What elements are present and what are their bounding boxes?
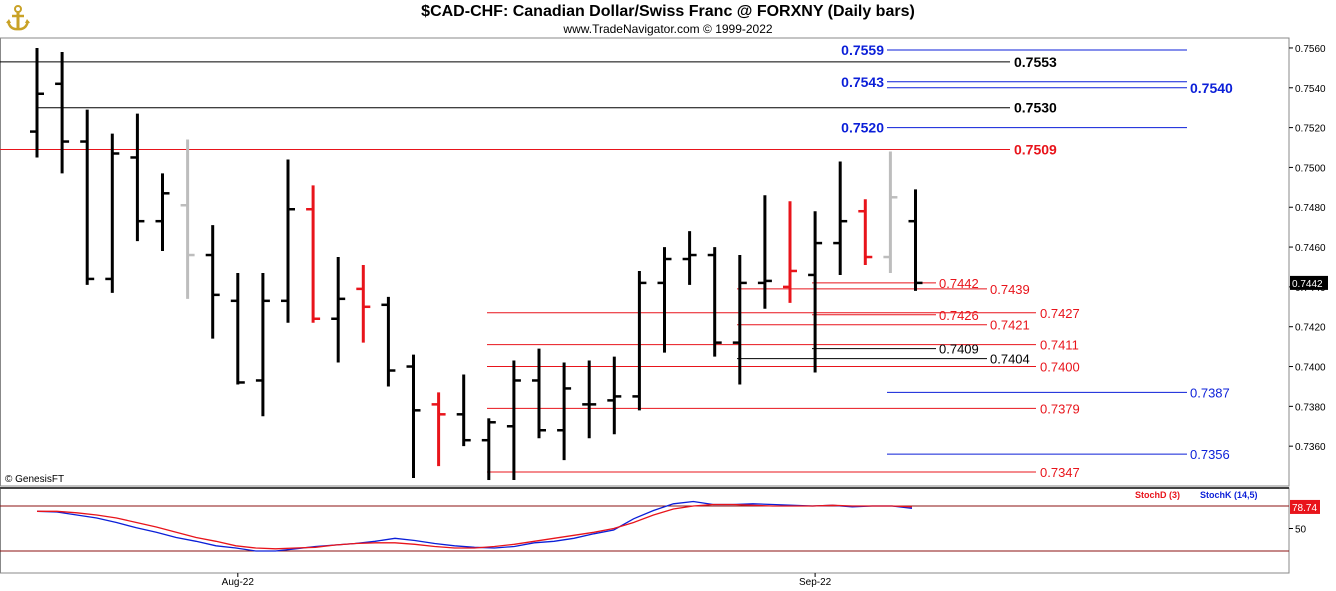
level-label: 0.7404: [990, 352, 1030, 367]
level-label: 0.7409: [939, 342, 979, 357]
level-label: 0.7509: [1014, 142, 1057, 158]
ohlc-bar: [155, 173, 170, 252]
ohlc-bar: [281, 159, 295, 323]
price-axis-label: 0.7560: [1295, 44, 1326, 55]
ohlc-bar: [230, 272, 245, 385]
ohlc-bar: [180, 139, 195, 299]
ohlc-bar: [30, 47, 44, 158]
last-price-label: 0.7442: [1292, 279, 1323, 290]
ohlc-bar: [130, 113, 145, 242]
ohlc-bar: [532, 348, 546, 439]
ohlc-bar: [456, 374, 471, 447]
price-axis-label: 0.7420: [1295, 323, 1326, 334]
level-label: 0.7559: [841, 42, 884, 58]
price-panel-frame: [0, 37, 1290, 487]
ohlc-bar: [582, 360, 597, 439]
price-axis-label: 0.7360: [1295, 442, 1326, 453]
date-axis-label: Sep-22: [799, 577, 832, 588]
ohlc-bar: [883, 151, 898, 273]
ohlc-bar: [858, 199, 873, 265]
stoch-last-label: 78.74: [1292, 503, 1317, 514]
stoch-d-legend: StochD (3): [1135, 490, 1180, 500]
ohlc-bar: [833, 161, 848, 275]
ohlc-bar: [431, 392, 446, 467]
price-axis-label: 0.7460: [1295, 243, 1326, 254]
ohlc-bar: [607, 356, 622, 435]
price-axis-label: 0.7500: [1295, 163, 1326, 174]
level-label: 0.7553: [1014, 54, 1057, 70]
ohlc-bar: [356, 264, 371, 343]
price-axis-label: 0.7380: [1295, 402, 1326, 413]
level-label: 0.7426: [939, 308, 979, 323]
level-label: 0.7543: [841, 74, 884, 90]
date-axis-label: Aug-22: [222, 577, 255, 588]
ohlc-bar: [808, 211, 823, 373]
anchor-logo-icon: [3, 3, 33, 33]
ohlc-bar: [908, 189, 923, 291]
level-label: 0.7520: [841, 120, 884, 136]
level-label: 0.7540: [1190, 80, 1233, 96]
stoch-k-line: [36, 500, 913, 552]
ohlc-bar: [682, 231, 697, 285]
stoch-d-line: [37, 503, 913, 550]
stoch-k-legend: StochK (14,5): [1200, 490, 1258, 500]
ohlc-bar: [105, 133, 120, 293]
ohlc-bar: [331, 257, 346, 363]
ohlc-bar: [306, 185, 321, 323]
level-label: 0.7400: [1040, 360, 1080, 375]
stoch-last-box: [1290, 499, 1320, 514]
ohlc-bar: [381, 296, 396, 387]
ohlc-bar: [80, 109, 95, 285]
level-label: 0.7356: [1190, 447, 1230, 462]
price-axis-label: 0.7520: [1295, 124, 1326, 135]
price-axis-label: 0.7540: [1295, 84, 1326, 95]
ohlc-bar: [255, 272, 270, 417]
credit-label: © GenesisFT: [5, 474, 65, 485]
stochastic-panel-frame: [0, 487, 1290, 574]
stoch-axis-label: 50: [1295, 525, 1307, 536]
level-label: 0.7427: [1040, 306, 1080, 321]
ohlc-bar: [406, 354, 421, 479]
ohlc-bar: [657, 247, 672, 353]
level-label: 0.7530: [1014, 100, 1057, 116]
ohlc-bar: [732, 255, 747, 385]
ohlc-bar: [506, 360, 521, 481]
level-label: 0.7442: [939, 276, 979, 291]
level-label: 0.7421: [990, 318, 1030, 333]
level-label: 0.7347: [1040, 465, 1080, 480]
level-label: 0.7379: [1040, 401, 1080, 416]
ohlc-bar: [707, 247, 722, 357]
ohlc-bar: [757, 195, 772, 309]
ohlc-bar: [632, 270, 647, 411]
level-label: 0.7411: [1040, 338, 1079, 353]
price-axis-label: 0.7480: [1295, 203, 1326, 214]
ohlc-bar: [783, 201, 797, 303]
price-axis-label: 0.7400: [1295, 363, 1326, 374]
ohlc-bar: [481, 418, 496, 481]
ohlc-bar: [205, 225, 220, 339]
ohlc-bar: [557, 362, 572, 461]
chart-subtitle: www.TradeNavigator.com © 1999-2022: [563, 22, 773, 36]
chart-title: $CAD-CHF: Canadian Dollar/Swiss Franc @ …: [421, 3, 915, 20]
level-label: 0.7387: [1190, 385, 1230, 400]
last-price-box: [1290, 275, 1328, 290]
ohlc-bar: [55, 51, 70, 174]
level-label: 0.7439: [990, 282, 1030, 297]
